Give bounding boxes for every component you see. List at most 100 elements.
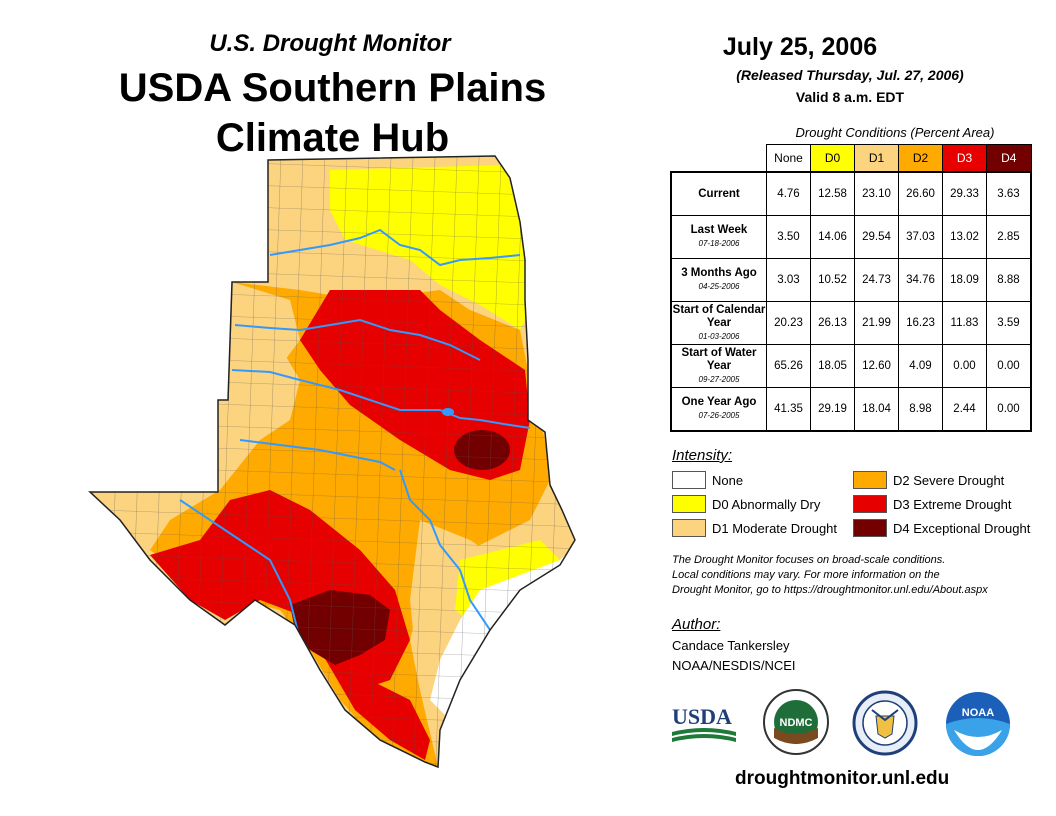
cell-value: 12.60 bbox=[854, 344, 899, 388]
cell-value: 10.52 bbox=[810, 258, 855, 302]
county-lines bbox=[90, 156, 575, 767]
cell-value: 11.83 bbox=[942, 301, 987, 345]
usda-logo: USDA bbox=[670, 700, 738, 748]
cell-value: 18.05 bbox=[810, 344, 855, 388]
cell-value: 3.03 bbox=[766, 258, 811, 302]
map-date: July 25, 2006 bbox=[722, 33, 878, 61]
drought-map bbox=[88, 155, 576, 769]
cell-value: 34.76 bbox=[898, 258, 943, 302]
cell-value: 14.06 bbox=[810, 215, 855, 259]
cell-value: 18.09 bbox=[942, 258, 987, 302]
ndmc-logo-text: NDMC bbox=[780, 717, 813, 729]
table-row: Last Week 07-18-2006 3.50 14.06 29.54 37.03 13… bbox=[670, 215, 1032, 259]
cell-value: 37.03 bbox=[898, 215, 943, 259]
rivers bbox=[179, 228, 531, 661]
row-label: Current bbox=[670, 171, 767, 216]
map-title-line1: USDA Southern Plains bbox=[118, 66, 547, 110]
legend-item-d4: D4 Exceptional Drought bbox=[853, 519, 1030, 537]
map-title-line2: Climate Hub bbox=[215, 116, 450, 160]
cell-value: 4.09 bbox=[898, 344, 943, 388]
cell-value: 13.02 bbox=[942, 215, 987, 259]
commerce-seal bbox=[852, 690, 918, 756]
col-header-d1: D1 bbox=[854, 144, 899, 173]
drought-conditions-table: None D0 D1 D2 D3 D4 Current 4.76 12.58 23.1… bbox=[670, 144, 1032, 432]
cell-value: 12.58 bbox=[810, 171, 855, 216]
cell-value: 24.73 bbox=[854, 258, 899, 302]
cell-value: 29.19 bbox=[810, 387, 855, 432]
legend-swatch-d2 bbox=[853, 471, 887, 489]
legend-swatch-d3 bbox=[853, 495, 887, 513]
col-header-d0: D0 bbox=[810, 144, 855, 173]
table-header-row: None D0 D1 D2 D3 D4 bbox=[671, 144, 1032, 173]
legend-label-d1: D1 Moderate Drought bbox=[712, 520, 838, 536]
ndmc-logo: NDMC bbox=[762, 688, 830, 756]
row-sublabel: 01-03-2006 bbox=[698, 331, 740, 341]
legend-item-d2: D2 Severe Drought bbox=[853, 471, 1004, 489]
noaa-logo: NOAA bbox=[944, 690, 1012, 758]
author-org: NOAA/NESDIS/NCEI bbox=[672, 658, 796, 673]
row-label-text: One Year Ago bbox=[681, 396, 757, 408]
legend-item-d0: D0 Abnormally Dry bbox=[672, 495, 820, 513]
cell-value: 0.00 bbox=[986, 344, 1032, 388]
legend-swatch-none bbox=[672, 471, 706, 489]
author-name: Candace Tankersley bbox=[672, 638, 790, 653]
note-line-2: Local conditions may vary. For more info… bbox=[672, 569, 940, 581]
cell-value: 18.04 bbox=[854, 387, 899, 432]
note-line-3: Drought Monitor, go to https://droughtmo… bbox=[672, 584, 988, 596]
row-sublabel: 09-27-2005 bbox=[698, 374, 740, 384]
legend-item-d1: D1 Moderate Drought bbox=[672, 519, 837, 537]
cell-value: 29.33 bbox=[942, 171, 987, 216]
cell-value: 20.23 bbox=[766, 301, 811, 345]
col-header-none: None bbox=[766, 144, 811, 173]
col-header-d3: D3 bbox=[942, 144, 987, 173]
row-label-text: Current bbox=[698, 187, 740, 200]
cell-value: 26.60 bbox=[898, 171, 943, 216]
cell-value: 8.88 bbox=[986, 258, 1032, 302]
legend-swatch-d4 bbox=[853, 519, 887, 537]
table-row: Current 4.76 12.58 23.10 26.60 29.33 3.63 bbox=[670, 171, 1032, 216]
row-sublabel: 07-26-2005 bbox=[698, 411, 740, 420]
row-label: Start of Water Year 09-27-2005 bbox=[670, 344, 767, 388]
cell-value: 21.99 bbox=[854, 301, 899, 345]
cell-value: 2.44 bbox=[942, 387, 987, 432]
cell-value: 29.54 bbox=[854, 215, 899, 259]
region-outline bbox=[88, 155, 576, 769]
cell-value: 8.98 bbox=[898, 387, 943, 432]
table-body: Current 4.76 12.58 23.10 26.60 29.33 3.63 Last … bbox=[670, 171, 1032, 432]
map-subtitle: U.S. Drought Monitor bbox=[209, 30, 451, 57]
noaa-logo-text: NOAA bbox=[962, 707, 994, 719]
legend-label-d0: D0 Abnormally Dry bbox=[712, 496, 821, 512]
cell-value: 2.85 bbox=[986, 215, 1032, 259]
cell-value: 16.23 bbox=[898, 301, 943, 345]
row-label-text: Start of Water Year bbox=[681, 346, 757, 372]
valid-time: Valid 8 a.m. EDT bbox=[795, 89, 905, 105]
row-sublabel: 07-18-2006 bbox=[698, 239, 740, 248]
row-sublabel: 04-25-2006 bbox=[698, 282, 740, 291]
legend-label-d4: D4 Exceptional Drought bbox=[893, 520, 1031, 536]
table-corner bbox=[671, 145, 767, 173]
cell-value: 23.10 bbox=[854, 171, 899, 216]
table-row: Start of Water Year 09-27-2005 65.26 18.05 1… bbox=[670, 344, 1032, 388]
cell-value: 3.63 bbox=[986, 171, 1032, 216]
table-caption: Drought Conditions (Percent Area) bbox=[795, 125, 995, 140]
row-label: 3 Months Ago 04-25-2006 bbox=[670, 258, 767, 302]
col-header-d2: D2 bbox=[898, 144, 943, 173]
table-row: 3 Months Ago 04-25-2006 3.03 10.52 24.73 34.7… bbox=[670, 258, 1032, 302]
row-label-text: 3 Months Ago bbox=[681, 267, 757, 279]
cell-value: 65.26 bbox=[766, 344, 811, 388]
author-title: Author: bbox=[672, 616, 721, 633]
legend-label-d2: D2 Severe Drought bbox=[893, 472, 1005, 488]
usda-logo-text: USDA bbox=[672, 704, 732, 729]
row-label: One Year Ago 07-26-2005 bbox=[670, 387, 767, 432]
note-line-1: The Drought Monitor focuses on broad-sca… bbox=[672, 554, 946, 566]
cell-value: 4.76 bbox=[766, 171, 811, 216]
drought-regions bbox=[90, 156, 575, 767]
legend-title: Intensity: bbox=[672, 447, 733, 464]
cell-value: 0.00 bbox=[942, 344, 987, 388]
row-label-text: Last Week bbox=[690, 224, 748, 236]
table-row: Start of Calendar Year 01-03-2006 20.23 26.… bbox=[670, 301, 1032, 345]
cell-value: 0.00 bbox=[986, 387, 1032, 432]
cell-value: 3.59 bbox=[986, 301, 1032, 345]
website-link[interactable]: droughtmonitor.unl.edu bbox=[735, 768, 950, 789]
table-row: One Year Ago 07-26-2005 41.35 29.19 18.04 8.9… bbox=[670, 387, 1032, 432]
